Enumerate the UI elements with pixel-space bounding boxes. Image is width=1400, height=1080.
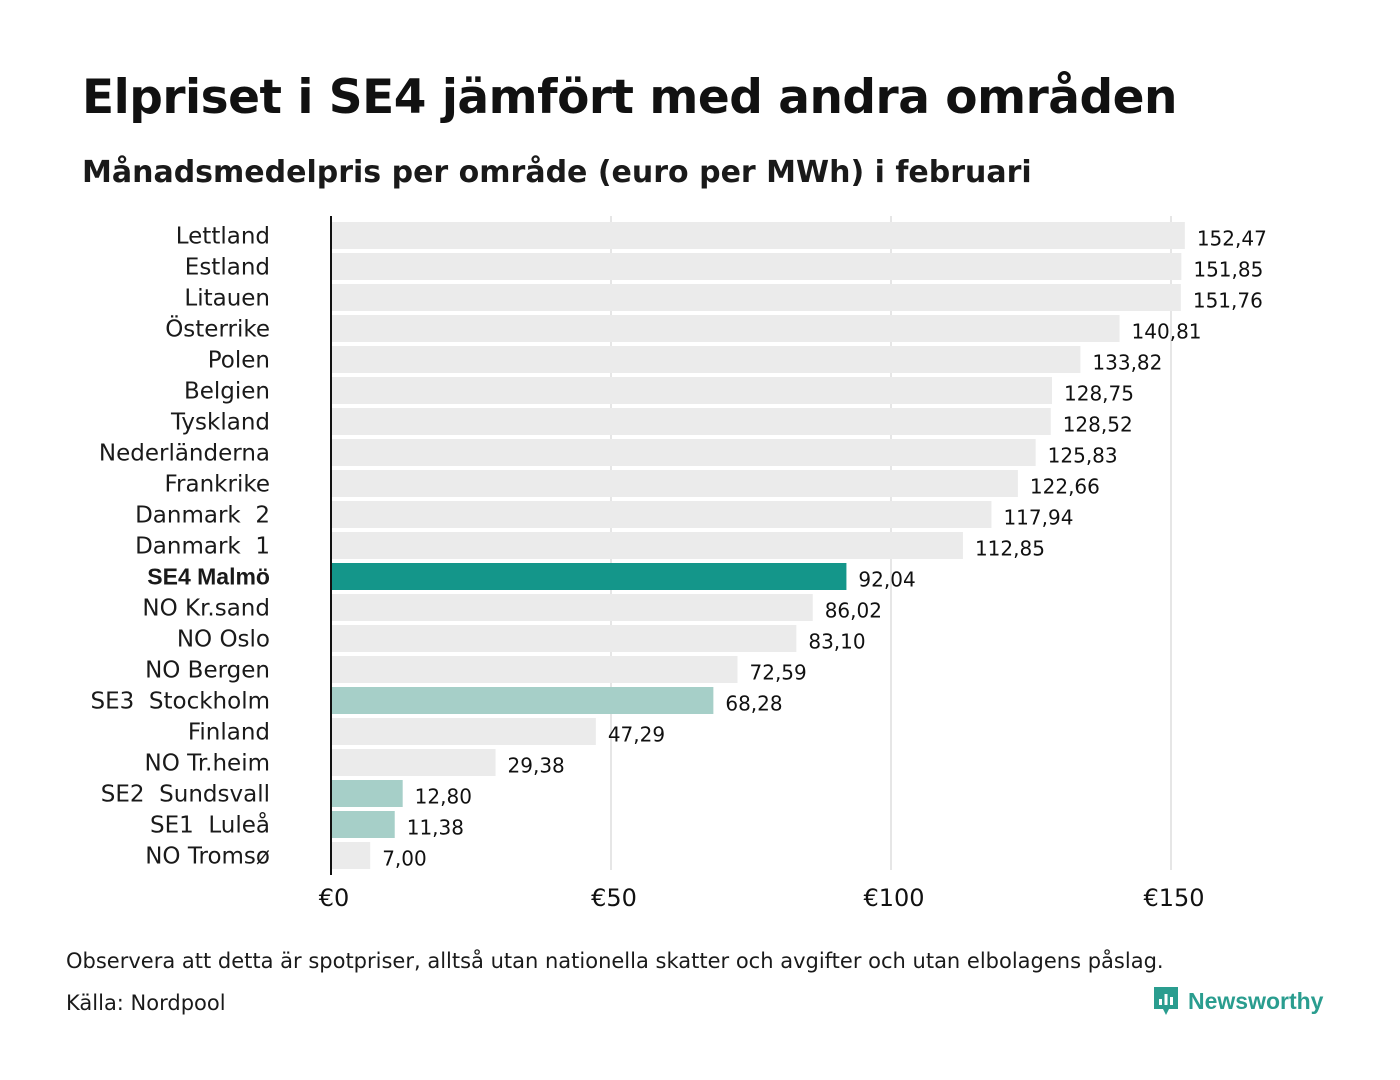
category-label: NO Kr.sand — [142, 596, 270, 622]
bar — [331, 625, 797, 652]
bar — [331, 377, 1052, 404]
bar-chart: Lettland Estland Litauen Österrike Polen Belg… — [91, 216, 1267, 912]
bar — [331, 563, 847, 590]
bar — [331, 842, 371, 869]
bar — [331, 718, 596, 745]
category-label: Finland — [188, 720, 270, 746]
x-tick-label: €150 — [1143, 884, 1204, 912]
bar — [331, 811, 395, 838]
value-label: 11,38 — [407, 816, 464, 840]
category-label: SE4 Malmö — [147, 564, 270, 590]
category-label: NO Tr.heim — [145, 751, 270, 777]
value-label: 86,02 — [825, 599, 882, 623]
x-tick-label: €100 — [863, 884, 924, 912]
bar — [331, 749, 496, 776]
value-label: 92,04 — [858, 568, 915, 592]
bar — [331, 594, 813, 621]
brand-name: Newsworthy — [1188, 987, 1324, 1014]
newsworthy-logo-icon — [1154, 987, 1178, 1015]
chart-subtitle: Månadsmedelpris per område (euro per MWh… — [82, 155, 1032, 190]
category-label: Nederländerna — [99, 441, 270, 467]
bar — [331, 780, 403, 807]
bar — [331, 656, 738, 683]
value-label: 68,28 — [725, 692, 782, 716]
bar — [331, 253, 1182, 280]
category-label: Litauen — [184, 286, 270, 312]
bar — [331, 687, 714, 714]
bar — [331, 439, 1036, 466]
chart-title: Elpriset i SE4 jämfört med andra områden — [82, 70, 1177, 125]
value-label: 29,38 — [508, 754, 565, 778]
value-label: 122,66 — [1030, 475, 1100, 499]
brand-logo: Newsworthy — [1152, 985, 1323, 1017]
category-label: Danmark 1 — [135, 534, 270, 560]
category-label: Lettland — [176, 224, 270, 250]
bar — [331, 284, 1181, 311]
x-tick-label: €0 — [319, 884, 350, 912]
value-label: 112,85 — [975, 537, 1045, 561]
value-label: 117,94 — [1003, 506, 1073, 530]
value-label: 152,47 — [1197, 227, 1267, 251]
value-label: 47,29 — [608, 723, 665, 747]
category-label: Belgien — [184, 379, 270, 405]
category-label: Danmark 2 — [135, 503, 270, 529]
value-label: 151,76 — [1193, 289, 1263, 313]
value-label: 133,82 — [1092, 351, 1162, 375]
value-label: 7,00 — [382, 847, 427, 871]
value-label: 151,85 — [1193, 258, 1263, 282]
category-label: NO Bergen — [145, 658, 270, 684]
category-label: Österrike — [165, 315, 270, 343]
bar — [331, 532, 963, 559]
category-label: NO Oslo — [177, 627, 270, 653]
category-labels: Lettland Estland Litauen Österrike Polen Belg… — [91, 224, 271, 870]
category-label: Estland — [185, 255, 270, 281]
category-label: Tyskland — [170, 410, 270, 436]
value-label: 125,83 — [1048, 444, 1118, 468]
bar — [331, 501, 992, 528]
bar — [331, 408, 1051, 435]
bar — [331, 346, 1081, 373]
value-label: 72,59 — [750, 661, 807, 685]
value-label: 128,75 — [1064, 382, 1134, 406]
bar — [331, 470, 1018, 497]
value-label: 140,81 — [1132, 320, 1202, 344]
value-labels: 152,47 151,85 151,76 140,81 133,82 128,75 128,… — [382, 227, 1267, 871]
value-label: 83,10 — [808, 630, 865, 654]
bars — [331, 222, 1185, 869]
bar — [331, 222, 1185, 249]
category-label: NO Tromsø — [145, 844, 270, 870]
source-note: Källa: Nordpool — [66, 991, 226, 1015]
category-label: SE1 Luleå — [150, 811, 270, 839]
value-label: 12,80 — [415, 785, 472, 809]
bar — [331, 315, 1120, 342]
x-tick-label: €50 — [591, 884, 637, 912]
footnote: Observera att detta är spotpriser, allts… — [66, 949, 1164, 973]
category-label: SE3 Stockholm — [91, 689, 271, 715]
category-label: Frankrike — [165, 472, 271, 498]
category-label: SE2 Sundsvall — [101, 782, 270, 808]
value-label: 128,52 — [1063, 413, 1133, 437]
x-axis-ticks: €0 €50 €100 €150 — [319, 884, 1205, 912]
category-label: Polen — [208, 348, 270, 374]
